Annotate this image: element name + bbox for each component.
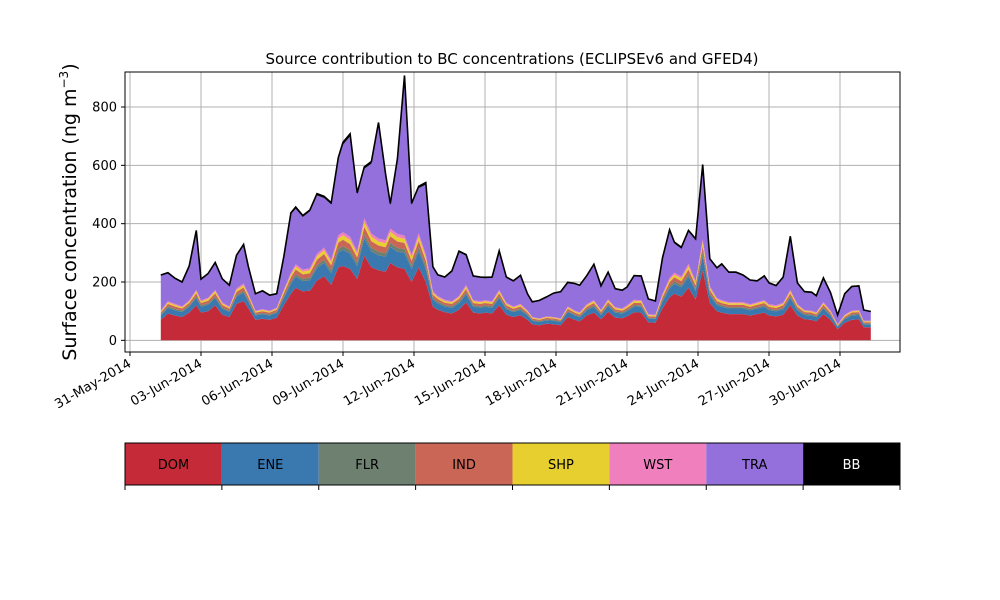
x-tick-label: 18-Jun-2014 [483, 356, 560, 409]
y-tick-label: 600 [92, 159, 117, 174]
area-series-shp [160, 221, 871, 326]
x-axis-ticks: 31-May-201403-Jun-201406-Jun-201409-Jun-… [52, 352, 844, 412]
x-tick-label: 03-Jun-2014 [128, 356, 205, 409]
legend-swatch-ind [415, 443, 513, 485]
x-tick-label: 21-Jun-2014 [554, 356, 631, 409]
y-tick-label: 0 [109, 334, 117, 349]
legend-label-flr: FLR [355, 458, 379, 473]
total-line-group [160, 75, 871, 318]
area-series-tra [160, 78, 871, 325]
legend-label-ene: ENE [257, 458, 283, 473]
legend-label-wst: WST [643, 458, 672, 473]
area-series-dom [160, 255, 871, 341]
x-tick-label: 06-Jun-2014 [199, 356, 276, 409]
plot-frame [124, 71, 901, 353]
x-tick-label: 12-Jun-2014 [341, 356, 418, 409]
y-tick-label: 400 [92, 217, 117, 232]
legend-swatch-shp [512, 443, 610, 485]
y-tick-label: 200 [92, 276, 117, 291]
legend-label-ind: IND [452, 458, 476, 473]
y-axis-label: Surface concentration (ng m−3) [57, 63, 81, 360]
y-axis-ticks: 0 200 400 600 800 [92, 101, 125, 349]
area-series-flr [160, 234, 871, 327]
legend-swatch-wst [609, 443, 707, 485]
x-tick-label: 30-Jun-2014 [767, 356, 844, 409]
chart-title: Source contribution to BC concentrations… [265, 50, 758, 68]
legend-label-bb: BB [843, 458, 861, 473]
y-tick-label: 800 [92, 101, 117, 116]
legend-label-shp: SHP [548, 458, 574, 473]
total-line [160, 75, 871, 318]
legend-swatch-bb [803, 443, 900, 485]
stacked-areas [160, 75, 871, 341]
legend-swatch-ene [221, 443, 319, 485]
legend-swatch-tra [706, 443, 804, 485]
x-tick-label: 31-May-2014 [52, 356, 134, 412]
legend-label-dom: DOM [158, 458, 189, 473]
legend-swatch-flr [318, 443, 416, 485]
legend-swatch-dom [125, 443, 222, 485]
area-series-ind [160, 226, 871, 327]
x-tick-label: 15-Jun-2014 [412, 356, 489, 409]
x-tick-label: 27-Jun-2014 [696, 356, 773, 409]
x-tick-label: 09-Jun-2014 [270, 356, 347, 409]
x-tick-label: 24-Jun-2014 [625, 356, 702, 409]
legend-label-tra: TRA [741, 458, 767, 473]
area-series-ene [160, 238, 871, 330]
legend: DOM ENE FLR IND SHP WST TRA BB [124, 442, 901, 490]
